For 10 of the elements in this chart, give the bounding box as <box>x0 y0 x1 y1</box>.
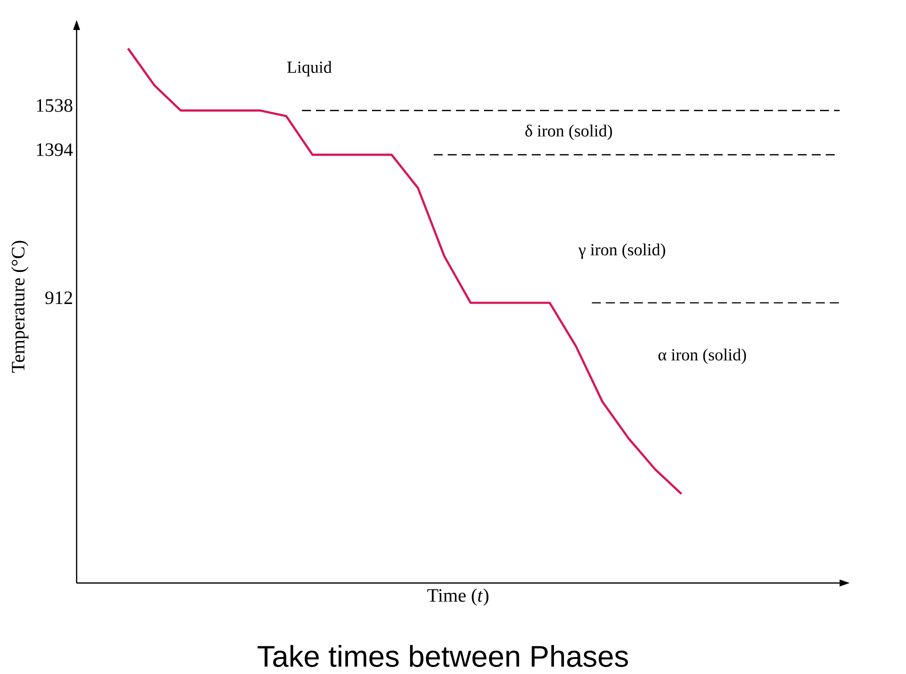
annotation: δ iron (solid) <box>525 124 612 140</box>
annotation: Liquid <box>287 61 332 76</box>
y-tick-label: 1394 <box>36 143 73 156</box>
x-axis-title: Time (t) <box>427 588 488 606</box>
annotation: γ iron (solid) <box>578 244 666 259</box>
y-tick-label: 912 <box>45 291 72 304</box>
y-axis-title: Temperature (°C) <box>11 240 28 373</box>
text: Take times between Phases <box>258 645 628 667</box>
y-tick-label: 1538 <box>36 99 72 112</box>
annotation: α iron (solid) <box>658 348 746 364</box>
